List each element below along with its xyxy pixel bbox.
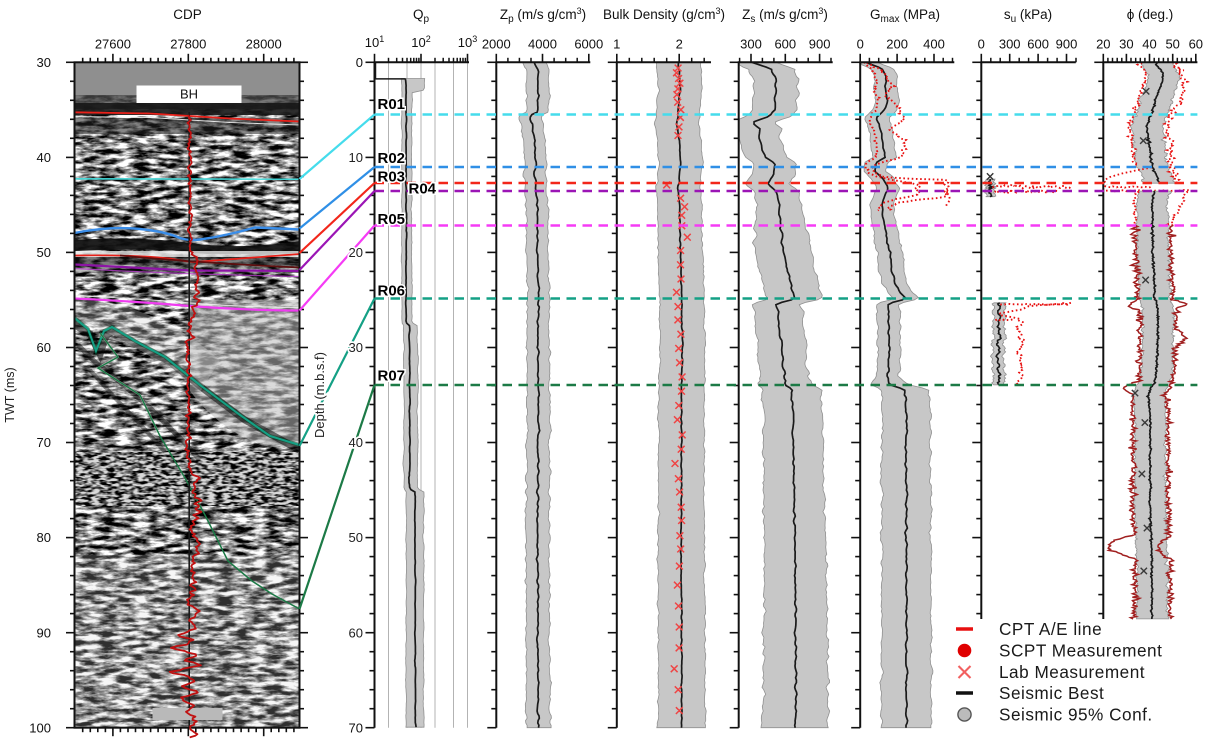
svg-text:Bulk Density (g/cm3): Bulk Density (g/cm3) [603,6,725,22]
svg-text:su (kPa): su (kPa) [1004,7,1052,25]
svg-text:TWT (ms): TWT (ms) [3,367,17,422]
svg-text:Seismic 95% Conf.: Seismic 95% Conf. [999,705,1153,725]
svg-text:80: 80 [37,530,51,545]
svg-text:60: 60 [1189,37,1203,52]
svg-text:10: 10 [349,150,363,165]
svg-text:60: 60 [349,625,363,640]
svg-text:R05: R05 [378,211,406,228]
svg-text:Lab Measurement: Lab Measurement [999,662,1145,682]
svg-text:40: 40 [349,435,363,450]
svg-text:40: 40 [37,150,51,165]
svg-text:50: 50 [1165,37,1179,52]
svg-text:0: 0 [356,55,363,70]
svg-text:27600: 27600 [95,37,131,52]
svg-text:100: 100 [29,720,51,735]
svg-text:40: 40 [1142,37,1156,52]
svg-text:50: 50 [37,245,51,260]
svg-text:0: 0 [857,37,864,52]
svg-text:27800: 27800 [170,37,206,52]
svg-text:CPT A/E line: CPT A/E line [999,619,1102,639]
svg-text:ϕ (deg.): ϕ (deg.) [1127,7,1174,22]
svg-text:0: 0 [978,37,985,52]
svg-text:60: 60 [37,340,51,355]
svg-text:30: 30 [37,55,51,70]
svg-text:CDP: CDP [173,7,202,22]
svg-text:400: 400 [923,37,945,52]
svg-text:70: 70 [349,720,363,735]
svg-text:Depth (m.b.s.f): Depth (m.b.s.f) [312,352,327,438]
svg-text:60: 60 [349,625,363,640]
svg-text:20: 20 [1096,37,1110,52]
svg-text:4000: 4000 [528,37,557,52]
svg-text:20: 20 [349,245,363,260]
svg-text:BH: BH [180,87,198,102]
svg-text:600: 600 [774,37,796,52]
svg-text:R07: R07 [378,368,406,385]
svg-text:900: 900 [809,37,831,52]
svg-text:R04: R04 [409,181,437,198]
svg-text:28000: 28000 [246,37,282,52]
svg-text:Zs (m/s g/cm3): Zs (m/s g/cm3) [742,6,828,25]
svg-text:200: 200 [886,37,908,52]
svg-text:30: 30 [349,340,363,355]
svg-text:300: 300 [740,37,762,52]
svg-text:1: 1 [613,37,620,52]
svg-text:50: 50 [349,530,363,545]
svg-text:R02: R02 [378,150,406,167]
svg-text:30: 30 [1119,37,1133,52]
svg-text:20: 20 [349,245,363,260]
svg-text:R03: R03 [378,169,406,186]
svg-text:R01: R01 [378,96,406,113]
svg-text:2000: 2000 [482,37,511,52]
svg-text:6000: 6000 [574,37,603,52]
svg-text:Seismic Best: Seismic Best [999,683,1104,703]
svg-text:300: 300 [999,37,1021,52]
svg-text:Depth (m.b.s.f): Depth (m.b.s.f) [312,352,327,438]
svg-text:2: 2 [676,37,683,52]
svg-text:SCPT Measurement: SCPT Measurement [999,641,1162,661]
svg-text:90: 90 [37,625,51,640]
svg-text:600: 600 [1027,37,1049,52]
svg-text:R06: R06 [378,283,406,300]
svg-text:Zp (m/s g/cm3): Zp (m/s g/cm3) [500,6,586,25]
svg-text:50: 50 [349,530,363,545]
svg-text:10: 10 [349,150,363,165]
svg-text:70: 70 [37,435,51,450]
svg-text:900: 900 [1056,37,1078,52]
